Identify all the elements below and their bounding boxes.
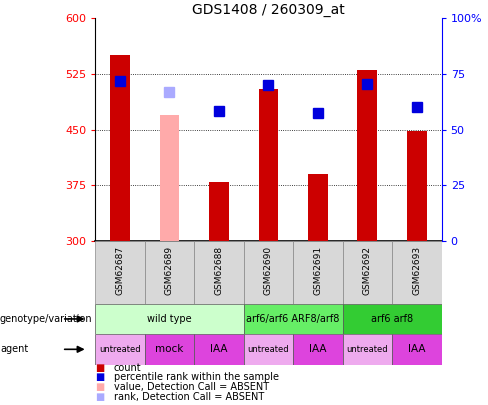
Bar [308, 174, 328, 241]
Text: IAA: IAA [210, 344, 228, 354]
Bar [209, 181, 229, 241]
Text: GSM62690: GSM62690 [264, 246, 273, 295]
Bar [160, 115, 179, 241]
Text: ■: ■ [95, 363, 104, 373]
Bar [144, 334, 194, 364]
Text: arf6/arf6 ARF8/arf8: arf6/arf6 ARF8/arf8 [246, 314, 340, 324]
Bar [244, 334, 293, 364]
Bar [95, 241, 144, 304]
Bar [343, 304, 442, 334]
Bar [95, 304, 244, 334]
Bar [293, 334, 343, 364]
Title: GDS1408 / 260309_at: GDS1408 / 260309_at [192, 3, 345, 17]
Text: GSM62688: GSM62688 [214, 246, 224, 295]
Text: GSM62692: GSM62692 [363, 246, 372, 295]
Text: percentile rank within the sample: percentile rank within the sample [114, 373, 279, 382]
Text: wild type: wild type [147, 314, 192, 324]
Bar [110, 55, 130, 241]
Text: mock: mock [155, 344, 183, 354]
Bar [194, 334, 244, 364]
Bar [244, 241, 293, 304]
Bar [259, 89, 278, 241]
Bar [407, 131, 427, 241]
Text: untreated: untreated [247, 345, 289, 354]
Text: genotype/variation: genotype/variation [0, 314, 93, 324]
Bar [244, 304, 343, 334]
Text: GSM62693: GSM62693 [412, 246, 422, 295]
Text: count: count [114, 363, 142, 373]
Text: GSM62691: GSM62691 [313, 246, 323, 295]
Text: rank, Detection Call = ABSENT: rank, Detection Call = ABSENT [114, 392, 264, 402]
Text: IAA: IAA [309, 344, 326, 354]
Bar [95, 334, 144, 364]
Bar [144, 241, 194, 304]
Bar [194, 241, 244, 304]
Bar [358, 70, 377, 241]
Bar [343, 241, 392, 304]
Text: GSM62689: GSM62689 [165, 246, 174, 295]
Text: IAA: IAA [408, 344, 426, 354]
Bar [392, 241, 442, 304]
Text: arf6 arf8: arf6 arf8 [371, 314, 413, 324]
Bar [392, 334, 442, 364]
Text: agent: agent [0, 344, 28, 354]
Text: ■: ■ [95, 373, 104, 382]
Text: untreated: untreated [99, 345, 141, 354]
Text: value, Detection Call = ABSENT: value, Detection Call = ABSENT [114, 382, 269, 392]
Text: untreated: untreated [346, 345, 388, 354]
Text: GSM62687: GSM62687 [115, 246, 124, 295]
Bar [293, 241, 343, 304]
Text: ■: ■ [95, 392, 104, 402]
Bar [343, 334, 392, 364]
Text: ■: ■ [95, 382, 104, 392]
